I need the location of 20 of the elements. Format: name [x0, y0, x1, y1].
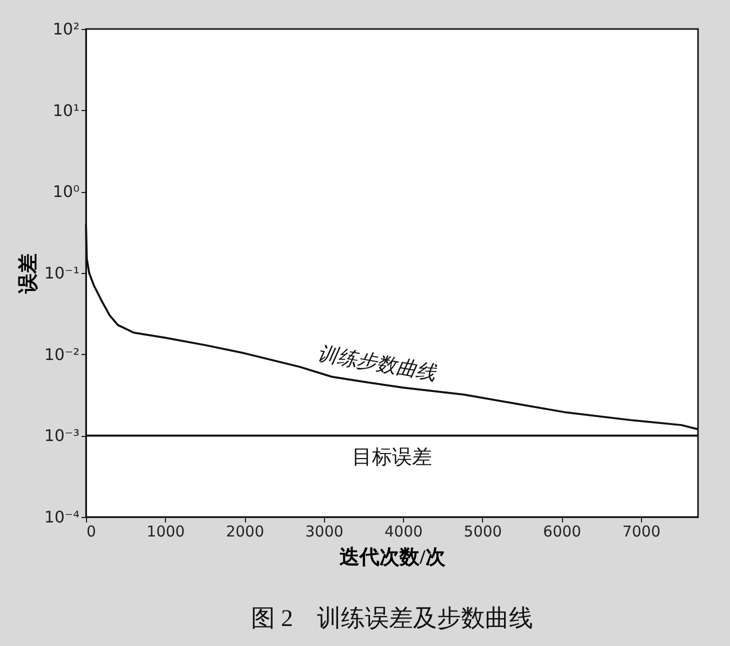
x-tick-label: 7000 [622, 522, 661, 540]
y-axis-title: 误差 [17, 254, 40, 294]
ref-line-label: 目标误差 [352, 446, 432, 469]
y-tick-label: 10⁻⁴ [44, 508, 80, 526]
x-axis-title: 迭代次数/次 [340, 546, 446, 568]
text: 训练步数曲线 [316, 342, 439, 386]
x-tick-label: 2000 [226, 522, 264, 540]
y-tick-label: 10⁻³ [44, 426, 80, 446]
x-tick-label: 5000 [464, 522, 502, 540]
x-tick-label: 4000 [384, 522, 423, 540]
y-tick-label: 10⁰ [52, 182, 80, 202]
y-tick-label: 10⁻¹ [44, 264, 80, 282]
y-tick-label: 10⁻² [44, 344, 80, 364]
x-tick-label: 1000 [146, 522, 185, 540]
y-tick-label: 10² [52, 20, 80, 38]
x-tick-label: 3000 [305, 522, 344, 540]
x-tick-label: 6000 [543, 522, 582, 540]
y-tick-label: 10¹ [52, 100, 80, 120]
text: 图 2 训练误差及步数曲线 [251, 606, 533, 632]
x-tick-label: 0 [86, 522, 96, 540]
